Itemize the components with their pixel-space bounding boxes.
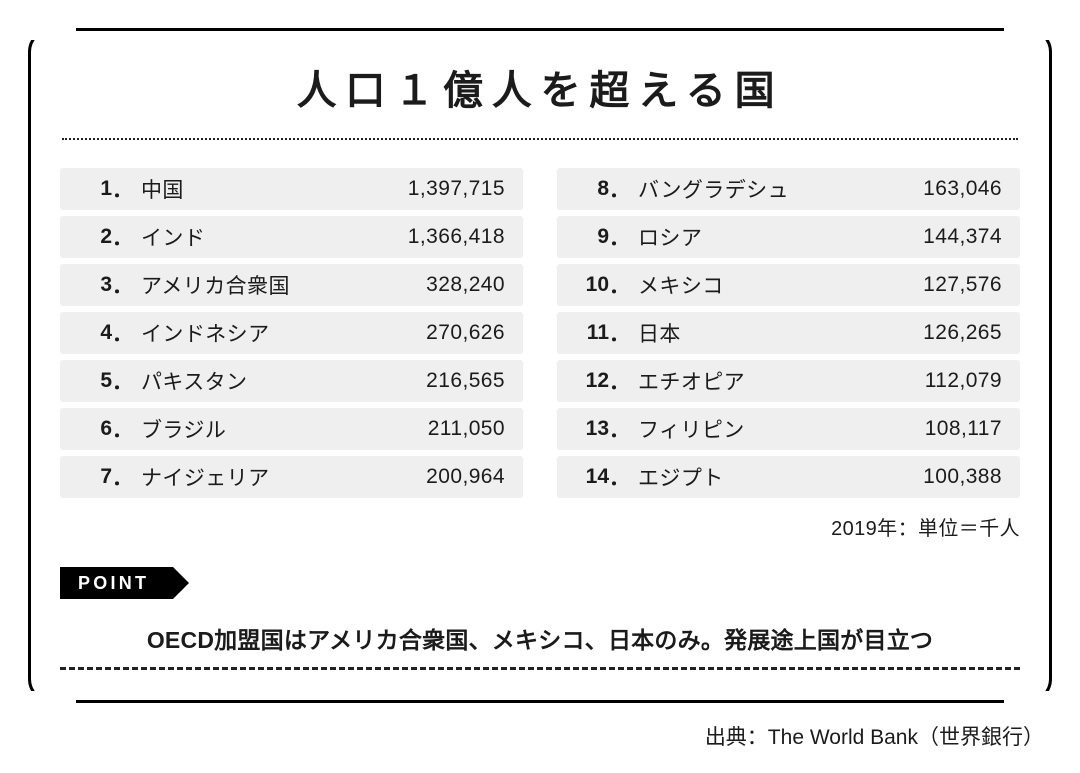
- rank-dot: ．: [609, 174, 630, 204]
- rank-number: 9: [567, 225, 609, 249]
- dashed-separator: [60, 667, 1020, 670]
- content-area: 人口１億人を超える国 1．中国1,397,7152．インド1,366,4183．…: [60, 50, 1020, 681]
- country-name: バングラデシュ: [630, 174, 923, 204]
- rank-dot: ．: [112, 462, 133, 492]
- population-value: 200,964: [426, 465, 505, 489]
- table-row: 5．パキスタン216,565: [60, 360, 523, 402]
- population-value: 1,397,715: [408, 177, 505, 201]
- frame-gap: [20, 691, 76, 711]
- population-value: 108,117: [925, 417, 1002, 441]
- table-row: 13．フィリピン108,117: [557, 408, 1020, 450]
- table-row: 3．アメリカ合衆国328,240: [60, 264, 523, 306]
- ranking-column-left: 1．中国1,397,7152．インド1,366,4183．アメリカ合衆国328,…: [60, 168, 523, 498]
- rank-number: 13: [567, 417, 609, 441]
- rank-dot: ．: [609, 414, 630, 444]
- population-value: 328,240: [426, 273, 505, 297]
- table-row: 9．ロシア144,374: [557, 216, 1020, 258]
- population-value: 112,079: [925, 369, 1002, 393]
- rank-dot: ．: [112, 174, 133, 204]
- population-value: 163,046: [923, 177, 1002, 201]
- frame-gap: [1004, 691, 1060, 711]
- rank-number: 3: [70, 273, 112, 297]
- table-row: 10．メキシコ127,576: [557, 264, 1020, 306]
- table-row: 14．エジプト100,388: [557, 456, 1020, 498]
- population-value: 127,576: [923, 273, 1002, 297]
- frame-gap: [20, 20, 76, 40]
- population-value: 216,565: [426, 369, 505, 393]
- population-value: 211,050: [428, 417, 505, 441]
- country-name: メキシコ: [630, 270, 923, 300]
- table-row: 8．バングラデシュ163,046: [557, 168, 1020, 210]
- rank-number: 7: [70, 465, 112, 489]
- frame-gap: [1004, 20, 1060, 40]
- rank-dot: ．: [112, 222, 133, 252]
- country-name: 中国: [133, 174, 408, 204]
- rank-number: 11: [567, 321, 609, 345]
- rank-dot: ．: [609, 270, 630, 300]
- point-block: POINT OECD加盟国はアメリカ合衆国、メキシコ、日本のみ。発展途上国が目立…: [60, 567, 1020, 670]
- country-name: ブラジル: [133, 414, 428, 444]
- rank-number: 2: [70, 225, 112, 249]
- rank-number: 4: [70, 321, 112, 345]
- population-value: 1,366,418: [408, 225, 505, 249]
- rank-number: 8: [567, 177, 609, 201]
- unit-note: 2019年：単位＝千人: [60, 512, 1020, 541]
- population-value: 270,626: [426, 321, 505, 345]
- population-value: 144,374: [923, 225, 1002, 249]
- country-name: フィリピン: [630, 414, 925, 444]
- country-name: ロシア: [630, 222, 923, 252]
- rank-number: 10: [567, 273, 609, 297]
- point-ribbon: POINT: [60, 567, 173, 599]
- population-value: 126,265: [923, 321, 1002, 345]
- rank-dot: ．: [609, 318, 630, 348]
- country-name: エチオピア: [630, 366, 925, 396]
- rank-dot: ．: [112, 414, 133, 444]
- country-name: 日本: [630, 318, 923, 348]
- point-text: OECD加盟国はアメリカ合衆国、メキシコ、日本のみ。発展途上国が目立つ: [60, 621, 1020, 655]
- rank-dot: ．: [609, 222, 630, 252]
- country-name: パキスタン: [133, 366, 426, 396]
- country-name: インドネシア: [133, 318, 426, 348]
- table-row: 2．インド1,366,418: [60, 216, 523, 258]
- table-row: 6．ブラジル211,050: [60, 408, 523, 450]
- rank-dot: ．: [112, 318, 133, 348]
- rank-number: 6: [70, 417, 112, 441]
- source-citation: 出典：The World Bank（世界銀行）: [705, 721, 1044, 751]
- country-name: エジプト: [630, 462, 923, 492]
- table-row: 7．ナイジェリア200,964: [60, 456, 523, 498]
- population-value: 100,388: [923, 465, 1002, 489]
- rank-dot: ．: [609, 462, 630, 492]
- ranking-columns: 1．中国1,397,7152．インド1,366,4183．アメリカ合衆国328,…: [60, 168, 1020, 498]
- country-name: ナイジェリア: [133, 462, 426, 492]
- table-row: 12．エチオピア112,079: [557, 360, 1020, 402]
- rank-dot: ．: [112, 366, 133, 396]
- rank-number: 5: [70, 369, 112, 393]
- rank-dot: ．: [112, 270, 133, 300]
- dotted-separator: [62, 138, 1018, 140]
- table-row: 4．インドネシア270,626: [60, 312, 523, 354]
- country-name: アメリカ合衆国: [133, 270, 426, 300]
- country-name: インド: [133, 222, 408, 252]
- page-title: 人口１億人を超える国: [60, 50, 1020, 138]
- rank-number: 12: [567, 369, 609, 393]
- table-row: 1．中国1,397,715: [60, 168, 523, 210]
- table-row: 11．日本126,265: [557, 312, 1020, 354]
- rank-number: 1: [70, 177, 112, 201]
- ranking-column-right: 8．バングラデシュ163,0469．ロシア144,37410．メキシコ127,5…: [557, 168, 1020, 498]
- rank-dot: ．: [609, 366, 630, 396]
- rank-number: 14: [567, 465, 609, 489]
